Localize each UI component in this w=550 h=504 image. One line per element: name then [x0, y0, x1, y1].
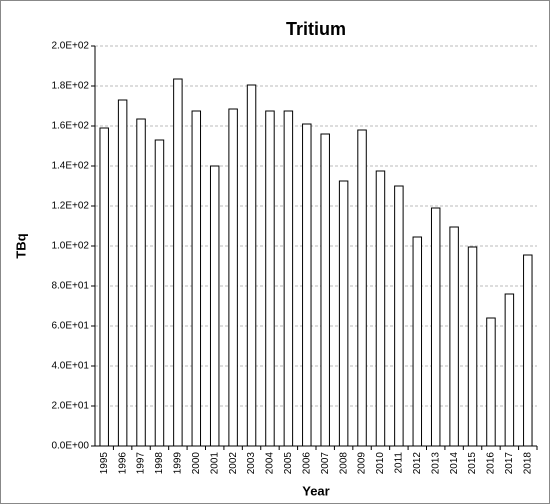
bar [430, 207, 441, 447]
bar [357, 129, 367, 447]
y-tick-label: 1.8E+02 [51, 81, 89, 92]
x-tick-label: 2014 [449, 452, 460, 475]
x-tick-label: 2004 [265, 452, 276, 475]
x-tick-label: 2012 [412, 452, 423, 475]
x-tick-label: 2003 [246, 452, 257, 475]
x-tick-label: 2016 [486, 452, 497, 475]
bar [394, 185, 404, 447]
bar [154, 139, 165, 447]
bar [375, 170, 386, 447]
x-tick-label: 2000 [191, 452, 202, 475]
y-tick-label: 6.0E+01 [51, 321, 89, 332]
x-tick-label: 2008 [338, 452, 349, 475]
x-tick-label: 1996 [117, 452, 128, 475]
bar [449, 226, 459, 447]
x-tick-label: 2018 [522, 452, 533, 475]
y-tick-label: 0.0E+00 [51, 441, 89, 452]
x-tick-label: 1998 [154, 452, 165, 475]
bar [486, 317, 496, 447]
x-axis-title: Year [302, 483, 329, 498]
bar [523, 254, 533, 447]
x-tick-label: 2002 [228, 452, 239, 475]
y-tick-label: 1.2E+02 [51, 201, 89, 212]
bar [209, 165, 220, 447]
x-tick-label: 1995 [99, 452, 110, 475]
bar [99, 127, 109, 447]
x-tick-label: 2011 [394, 452, 405, 474]
y-axis-title: TBq [13, 233, 28, 258]
chart-title: Tritium [286, 19, 346, 39]
y-tick-label: 8.0E+01 [51, 281, 89, 292]
bar [117, 99, 128, 447]
x-tick-label: 1997 [136, 452, 147, 475]
bar [412, 236, 423, 447]
x-tick-label: 2007 [320, 452, 331, 475]
bar [136, 118, 146, 447]
x-tick-label: 2015 [467, 452, 478, 475]
bar [467, 246, 478, 447]
x-tick-label: 2010 [375, 452, 386, 475]
bar [191, 110, 202, 447]
x-tick-label: 2006 [301, 452, 312, 475]
x-tick-label: 2017 [504, 452, 515, 475]
y-tick-label: 1.4E+02 [51, 161, 89, 172]
bar [302, 123, 312, 447]
x-tick-label: 2009 [357, 452, 368, 475]
bar [173, 78, 183, 447]
bar [246, 84, 257, 447]
bar [283, 110, 294, 447]
bar [265, 110, 275, 447]
x-tick-label: 2013 [430, 452, 441, 475]
bar [504, 293, 515, 447]
y-tick-label: 2.0E+02 [51, 41, 89, 52]
bar [320, 133, 330, 447]
y-tick-label: 1.0E+02 [51, 241, 89, 252]
bar [228, 108, 238, 447]
bar [338, 180, 349, 447]
y-tick-label: 2.0E+01 [51, 401, 89, 412]
y-tick-label: 1.6E+02 [51, 121, 89, 132]
x-tick-label: 2005 [283, 452, 294, 475]
x-tick-label: 2001 [209, 452, 220, 475]
x-tick-label: 1999 [173, 452, 184, 475]
y-tick-label: 4.0E+01 [51, 361, 89, 372]
